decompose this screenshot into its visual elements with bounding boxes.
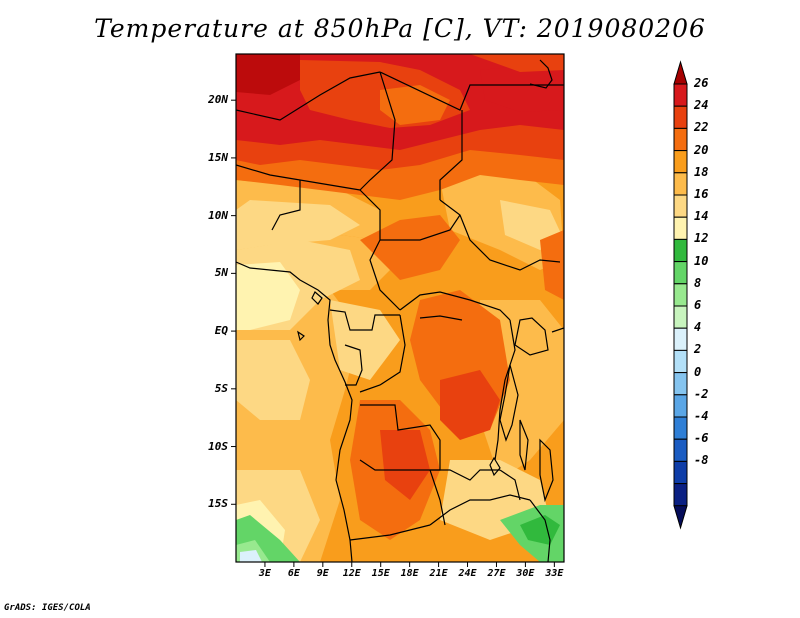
colorbar-segment <box>673 372 688 396</box>
colorbar-label: 6 <box>694 298 702 312</box>
colorbar-segment <box>673 394 688 418</box>
credit-text: GrADS: IGES/COLA <box>4 603 91 613</box>
colorbar-label: 0 <box>694 364 702 379</box>
colorbar-segment <box>673 349 688 374</box>
colorbar-label: 4 <box>694 320 702 335</box>
lat-label: 20N <box>208 93 228 107</box>
lon-label: 9E <box>316 568 329 579</box>
colorbar-label: 14 <box>694 209 709 224</box>
lat-label: 5S <box>214 381 228 395</box>
colorbar-label: -6 <box>694 431 709 446</box>
borders <box>236 59 564 562</box>
temperature-field <box>236 54 564 562</box>
lon-label: 18E <box>400 568 419 579</box>
colorbar-segment <box>673 216 688 240</box>
colorbar-label: -8 <box>694 453 709 468</box>
map-title: Temperature at 850hPa [C], VT: 201908020… <box>94 14 706 43</box>
colorbar-segment <box>673 416 688 440</box>
lon-label: 33E <box>545 568 564 579</box>
lon-label: 24E <box>458 568 477 579</box>
colorbar-segment <box>673 261 688 285</box>
lon-label: 27E <box>487 568 506 579</box>
colorbar-segment <box>673 238 688 263</box>
colorbar-label: 2 <box>694 342 702 357</box>
colorbar-label: 22 <box>694 120 709 135</box>
axis-ticks <box>231 99 555 567</box>
lat-label: EQ <box>214 324 228 338</box>
colorbar-segment <box>673 194 688 218</box>
lon-label: 12E <box>342 568 361 579</box>
colorbar-segment <box>673 83 688 107</box>
colorbar-top-arrow <box>673 60 688 85</box>
lon-label: 21E <box>429 568 448 579</box>
colorbar-segment <box>673 150 688 174</box>
colorbar-label: 10 <box>694 253 709 268</box>
map-frame <box>235 53 565 563</box>
colorbar-label: -2 <box>694 386 709 401</box>
colorbar-segment <box>673 172 688 196</box>
colorbar <box>673 60 688 530</box>
lat-label: 15N <box>208 150 228 164</box>
colorbar-label: 24 <box>694 98 709 113</box>
lon-label: 30E <box>516 568 535 579</box>
lon-label: 15E <box>371 568 390 579</box>
colorbar-segment <box>673 105 688 129</box>
colorbar-label: 8 <box>694 275 702 290</box>
colorbar-segment <box>673 483 688 507</box>
colorbar-label: 18 <box>694 164 709 179</box>
colorbar-segment <box>673 460 688 485</box>
lon-label: 3E <box>258 568 271 579</box>
colorbar-label: 20 <box>694 142 709 157</box>
lat-label: 5N <box>214 266 228 280</box>
colorbar-segment <box>673 438 688 462</box>
lat-label: 10S <box>208 439 228 453</box>
colorbar-segment <box>673 283 688 307</box>
colorbar-label: 16 <box>694 187 709 201</box>
colorbar-bottom-arrow <box>673 505 688 530</box>
lat-label: 15S <box>208 497 228 511</box>
colorbar-label: -4 <box>694 409 709 423</box>
colorbar-segment <box>673 305 688 329</box>
lon-label: 6E <box>287 568 300 579</box>
lat-label: 10N <box>208 208 228 222</box>
colorbar-label: 12 <box>694 231 709 246</box>
colorbar-segment <box>673 127 688 152</box>
colorbar-label: 26 <box>694 76 709 90</box>
colorbar-segment <box>673 327 688 351</box>
